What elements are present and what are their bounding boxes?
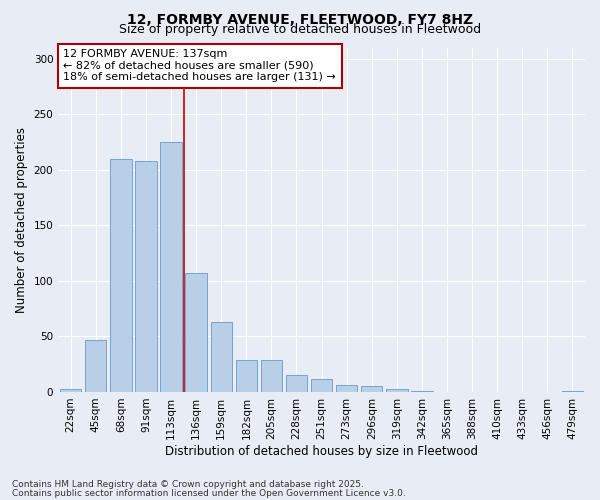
Bar [261,360,282,392]
Bar [386,388,407,392]
Text: Contains public sector information licensed under the Open Government Licence v3: Contains public sector information licen… [12,488,406,498]
Bar [562,391,583,392]
Bar [136,161,157,392]
Bar [311,378,332,392]
Text: 12 FORMBY AVENUE: 137sqm
← 82% of detached houses are smaller (590)
18% of semi-: 12 FORMBY AVENUE: 137sqm ← 82% of detach… [64,49,336,82]
Bar [286,376,307,392]
Y-axis label: Number of detached properties: Number of detached properties [15,126,28,312]
Bar [361,386,382,392]
Bar [411,391,433,392]
Text: Size of property relative to detached houses in Fleetwood: Size of property relative to detached ho… [119,22,481,36]
Text: Contains HM Land Registry data © Crown copyright and database right 2025.: Contains HM Land Registry data © Crown c… [12,480,364,489]
Bar [160,142,182,392]
Bar [110,158,131,392]
Bar [211,322,232,392]
X-axis label: Distribution of detached houses by size in Fleetwood: Distribution of detached houses by size … [165,444,478,458]
Bar [236,360,257,392]
Bar [336,386,358,392]
Text: 12, FORMBY AVENUE, FLEETWOOD, FY7 8HZ: 12, FORMBY AVENUE, FLEETWOOD, FY7 8HZ [127,12,473,26]
Bar [85,340,106,392]
Bar [60,388,82,392]
Bar [185,273,207,392]
